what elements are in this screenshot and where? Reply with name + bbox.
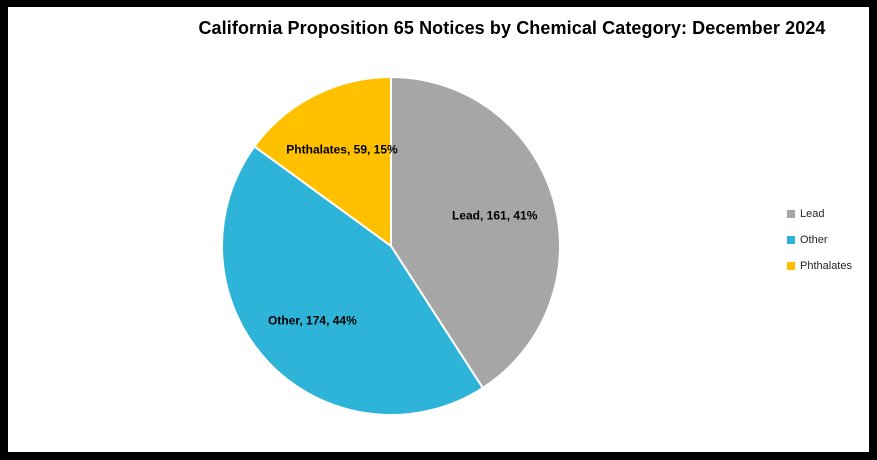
legend-item-lead: Lead xyxy=(787,208,852,220)
legend-item-other: Other xyxy=(787,234,852,246)
legend-item-phthalates: Phthalates xyxy=(787,260,852,272)
pie-slice-label-other: Other, 174, 44% xyxy=(268,313,357,327)
legend-swatch-phthalates xyxy=(787,262,795,270)
pie-slice-label-phthalates: Phthalates, 59, 15% xyxy=(286,143,398,157)
legend-label: Other xyxy=(800,234,828,246)
chart-title: California Proposition 65 Notices by Che… xyxy=(198,18,826,38)
legend-swatch-other xyxy=(787,236,795,244)
legend: Lead Other Phthalates xyxy=(787,208,852,272)
pie-slice-other xyxy=(220,145,484,417)
pie-slice-label-lead: Lead, 161, 41% xyxy=(452,208,538,222)
pie-slice-phthalates xyxy=(253,76,392,247)
legend-swatch-lead xyxy=(787,210,795,218)
legend-label: Phthalates xyxy=(800,260,852,272)
legend-label: Lead xyxy=(800,208,825,220)
